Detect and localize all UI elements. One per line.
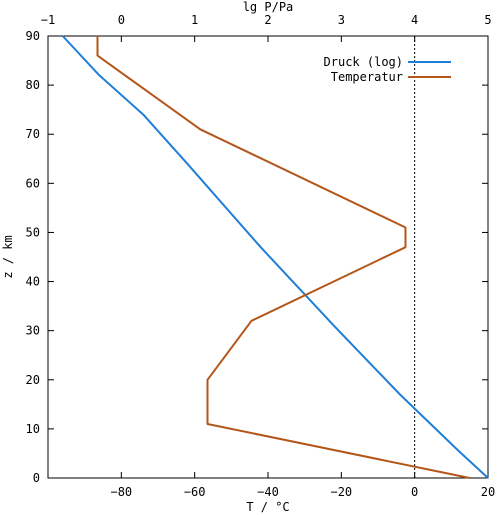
y-tick-label: 70 xyxy=(26,127,40,141)
legend-label-temperature: Temperatur xyxy=(331,70,403,84)
x-top-tick-label: 4 xyxy=(411,13,418,27)
bottom-axis-label: T / °C xyxy=(246,500,289,514)
y-tick-label: 10 xyxy=(26,422,40,436)
x-top-tick-label: 3 xyxy=(338,13,345,27)
series-layer xyxy=(61,35,489,479)
x-bottom-tick-label: −80 xyxy=(110,485,132,499)
legend-label-pressure: Druck (log) xyxy=(324,55,403,69)
y-tick-label: 60 xyxy=(26,176,40,190)
y-tick-label: 30 xyxy=(26,324,40,338)
y-tick-label: 20 xyxy=(26,373,40,387)
x-bottom-tick-label: 20 xyxy=(481,485,495,499)
x-bottom-tick-label: −40 xyxy=(257,485,279,499)
y-axis-label: z / km xyxy=(1,235,15,278)
x-top-tick-label: −1 xyxy=(41,13,55,27)
x-top-tick-label: 5 xyxy=(484,13,491,27)
legend: Druck (log) Temperatur xyxy=(324,55,451,84)
x-top-tick-label: 1 xyxy=(191,13,198,27)
y-tick-label: 80 xyxy=(26,78,40,92)
x-top-tick-label: 0 xyxy=(118,13,125,27)
series-line-1 xyxy=(96,36,470,479)
y-tick-label: 90 xyxy=(26,29,40,43)
x-top-tick-label: 2 xyxy=(264,13,271,27)
x-bottom-tick-label: −60 xyxy=(184,485,206,499)
y-tick-label: 0 xyxy=(33,471,40,485)
x-bottom-tick-label: −20 xyxy=(330,485,352,499)
y-tick-label: 50 xyxy=(26,225,40,239)
series-line-0 xyxy=(61,35,489,479)
ticks-layer: 0 10 20 30 40 50 60 70 80 90 −80 −60 −40 −20 0 20 −1 0 1 2 3… xyxy=(26,13,496,499)
y-tick-label: 40 xyxy=(26,275,40,289)
x-bottom-tick-label: 0 xyxy=(411,485,418,499)
top-axis-label: lg P/Pa xyxy=(243,0,294,14)
